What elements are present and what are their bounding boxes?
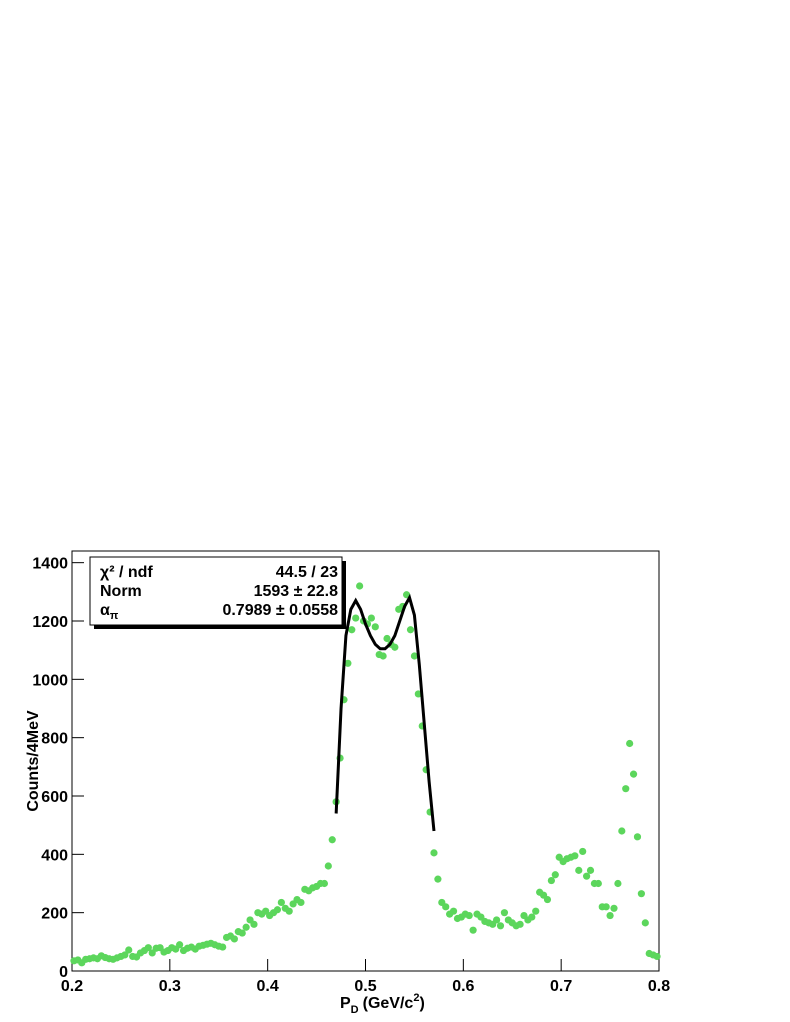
- data-point: [543, 895, 552, 904]
- x-tick-label: 0.8: [648, 978, 670, 995]
- y-tick-label: 0: [59, 964, 68, 981]
- data-point: [219, 943, 227, 951]
- data-point: [371, 623, 379, 631]
- data-point: [500, 909, 509, 917]
- x-tick-label: 0.7: [550, 978, 572, 995]
- data-point: [125, 946, 133, 954]
- data-point: [285, 907, 293, 915]
- data-point: [465, 911, 473, 920]
- stats-label: απ: [100, 602, 119, 622]
- fit-curve: [334, 593, 436, 832]
- x-label-main: P: [340, 995, 351, 1012]
- data-point: [238, 929, 246, 937]
- stats-label: Norm: [100, 583, 142, 600]
- y-tick-label: 1200: [32, 614, 68, 631]
- data-point: [594, 879, 602, 888]
- data-point: [579, 847, 587, 856]
- data-point: [430, 849, 438, 857]
- stats-label-text: α: [100, 602, 110, 619]
- data-point: [653, 952, 661, 961]
- data-point: [532, 907, 540, 915]
- data-point: [449, 907, 458, 915]
- data-point: [606, 911, 614, 920]
- data-point: [402, 591, 411, 599]
- data-point: [492, 916, 501, 924]
- data-point: [406, 626, 415, 634]
- data-point: [602, 903, 610, 911]
- y-tick-label: 800: [41, 731, 68, 748]
- data-point: [516, 920, 524, 928]
- data-point: [391, 643, 399, 651]
- stats-box: [89, 556, 346, 629]
- stats-frame: [89, 556, 343, 626]
- y-tick-label: 400: [41, 847, 68, 864]
- data-point: [176, 941, 184, 949]
- data-point: [352, 614, 360, 622]
- data-point: [496, 922, 505, 930]
- data-point: [575, 866, 583, 874]
- data-point: [348, 626, 356, 634]
- data-point: [242, 923, 250, 931]
- data-point: [528, 913, 536, 921]
- data-point: [641, 919, 649, 927]
- data-point: [273, 906, 282, 914]
- data-point: [622, 785, 630, 793]
- data-point: [344, 659, 352, 667]
- data-point: [230, 935, 239, 943]
- stats-label: χ² / ndf: [100, 564, 153, 581]
- data-point: [434, 875, 442, 883]
- x-label-close: ): [419, 995, 424, 1012]
- x-axis-label: PD (GeV/c2): [340, 992, 425, 1016]
- stats-value: 44.5 / 23: [276, 564, 338, 581]
- stats-label-text: Norm: [100, 583, 142, 600]
- data-point: [583, 872, 591, 880]
- y-tick-label: 1400: [32, 556, 68, 573]
- data-point: [121, 951, 129, 959]
- data-point: [626, 739, 634, 748]
- data-point: [383, 634, 391, 643]
- x-tick-label: 0.2: [61, 978, 83, 995]
- y-tick-label: 600: [41, 789, 68, 806]
- data-point: [144, 944, 152, 952]
- stats-value: 0.7989 ± 0.0558: [222, 602, 338, 619]
- data-point: [637, 890, 645, 898]
- x-label-unit: (GeV/c: [363, 995, 414, 1012]
- data-point: [297, 898, 305, 907]
- y-axis-label: Counts/4MeV: [25, 710, 42, 812]
- stats-label-sub: π: [110, 610, 119, 622]
- data-point: [367, 614, 375, 622]
- y-tick-label: 1000: [32, 672, 68, 689]
- data-point: [442, 903, 450, 911]
- x-tick-label: 0.5: [354, 978, 376, 995]
- data-point: [250, 920, 258, 928]
- data-point: [547, 876, 555, 885]
- stats-label-text: χ² / ndf: [100, 564, 153, 581]
- data-point: [629, 770, 638, 778]
- data-point: [410, 652, 419, 660]
- data-point: [320, 879, 329, 888]
- data-point: [610, 904, 618, 912]
- x-label-sub: D: [351, 1004, 359, 1016]
- y-tick-label: 200: [41, 906, 68, 923]
- x-tick-label: 0.4: [257, 978, 279, 995]
- x-label-sup: 2: [413, 992, 419, 1004]
- data-point: [551, 871, 559, 879]
- stats-value: 1593 ± 22.8: [254, 583, 339, 600]
- data-point: [614, 879, 622, 888]
- x-tick-label: 0.3: [159, 978, 181, 995]
- data-point: [571, 852, 579, 860]
- x-tick-label: 0.6: [452, 978, 474, 995]
- data-point: [277, 898, 285, 907]
- data-point: [379, 652, 387, 660]
- data-point: [618, 827, 626, 835]
- data-point: [328, 836, 336, 844]
- data-point: [633, 833, 642, 841]
- data-point: [324, 862, 332, 870]
- data-point: [356, 582, 364, 590]
- data-point: [469, 926, 477, 934]
- data-point: [586, 866, 595, 874]
